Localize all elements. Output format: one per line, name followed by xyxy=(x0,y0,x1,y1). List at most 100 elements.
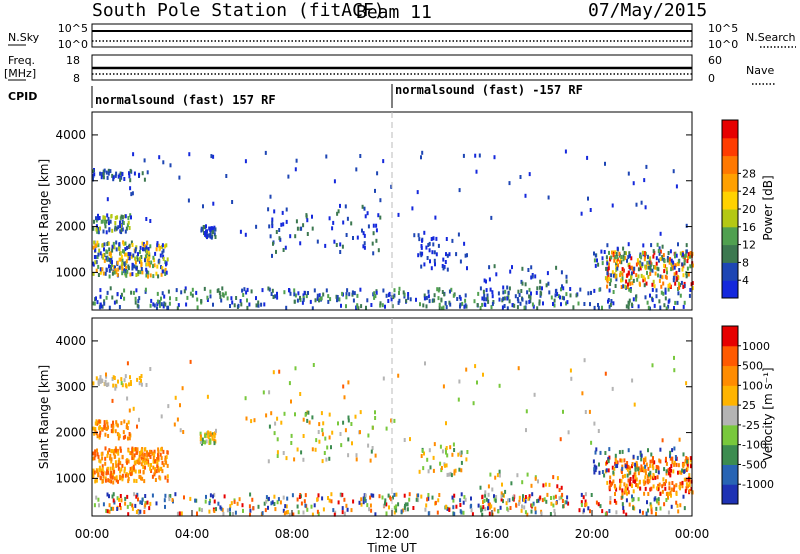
power-echo xyxy=(144,287,147,292)
velocity-echo xyxy=(661,489,664,494)
nsearch-label: N.Search xyxy=(746,31,796,44)
power-echo xyxy=(108,305,111,310)
power-echo xyxy=(626,285,629,290)
cpid-segment-1: normalsound (fast) 157 RF xyxy=(95,93,276,107)
power-echo xyxy=(107,168,110,173)
power-echo xyxy=(420,264,423,269)
power-echo xyxy=(128,174,131,179)
power-echo xyxy=(490,305,493,310)
velocity-echo xyxy=(667,510,670,515)
power-echo xyxy=(553,303,556,308)
power-echo xyxy=(116,215,119,220)
power-echo xyxy=(146,247,149,252)
power-echo xyxy=(363,241,366,246)
velocity-echo xyxy=(149,466,152,471)
velocity-colorbar-label: Velocity [m s⁻¹] xyxy=(761,367,775,460)
power-echo xyxy=(441,264,444,268)
velocity-echo xyxy=(164,458,167,463)
power-echo xyxy=(164,267,167,272)
power-echo xyxy=(390,184,393,189)
velocity-echo xyxy=(137,497,139,502)
power-echo xyxy=(118,242,121,247)
nave-tick-low: 0 xyxy=(708,72,715,85)
velocity-echo xyxy=(127,448,130,453)
velocity-echo xyxy=(114,429,117,434)
velocity-echo xyxy=(385,426,388,431)
velocity-echo xyxy=(593,421,596,426)
velocity-echo xyxy=(128,408,131,413)
power-echo xyxy=(108,268,111,273)
velocity-echo xyxy=(299,392,302,396)
velocity-echo xyxy=(582,508,585,513)
velocity-echo xyxy=(263,501,266,506)
power-echo xyxy=(118,305,121,309)
power-echo xyxy=(211,230,214,234)
power-echo xyxy=(372,231,375,236)
power-echo xyxy=(239,229,242,234)
velocity-echo xyxy=(118,457,121,462)
power-echo xyxy=(116,260,119,265)
velocity-echo xyxy=(112,383,115,388)
velocity-echo xyxy=(636,484,639,489)
power-echo xyxy=(305,294,308,299)
power-echo xyxy=(143,243,146,248)
velocity-echo xyxy=(121,477,124,482)
power-echo xyxy=(682,284,685,289)
power-echo xyxy=(339,203,341,208)
power-echo xyxy=(640,200,643,205)
power-echo xyxy=(175,297,178,301)
velocity-echo xyxy=(446,506,449,511)
velocity-echo xyxy=(142,453,145,458)
velocity-echo xyxy=(505,501,508,506)
velocity-echo xyxy=(464,497,467,502)
velocity-echo xyxy=(597,429,600,433)
power-echo xyxy=(161,269,164,274)
velocity-echo xyxy=(111,377,114,381)
velocity-echo xyxy=(599,504,602,509)
velocity-echo xyxy=(98,465,101,470)
velocity-echo xyxy=(639,450,642,455)
velocity-echo xyxy=(308,420,311,425)
power-echo xyxy=(580,211,583,216)
velocity-echo xyxy=(530,503,533,508)
velocity-echo xyxy=(623,458,626,463)
power-echo xyxy=(425,295,428,300)
velocity-echo xyxy=(306,418,309,423)
velocity-echo xyxy=(315,438,318,443)
velocity-echo xyxy=(280,420,283,425)
power-echo xyxy=(667,251,670,255)
power-echo xyxy=(375,223,378,228)
power-echo xyxy=(663,269,666,274)
velocity-echo xyxy=(131,447,134,452)
velocity-echo xyxy=(109,473,112,478)
velocity-echo xyxy=(426,457,429,462)
power-echo xyxy=(147,247,150,251)
power-echo xyxy=(120,214,123,219)
power-echo xyxy=(114,215,117,220)
velocity-echo xyxy=(294,366,297,371)
velocity-echo xyxy=(658,458,661,463)
power-echo xyxy=(678,285,681,290)
power-echo xyxy=(675,276,678,281)
power-echo xyxy=(164,302,167,307)
velocity-echo xyxy=(302,457,305,462)
velocity-echo xyxy=(670,464,673,469)
power-echo xyxy=(484,302,487,307)
power-echo xyxy=(548,290,551,295)
power-echo xyxy=(427,289,430,294)
velocity-echo xyxy=(140,382,143,387)
power-echo xyxy=(632,297,635,302)
velocity-echo xyxy=(438,493,441,497)
power-echo xyxy=(363,245,366,250)
power-echo xyxy=(555,288,558,293)
velocity-echo xyxy=(623,490,626,495)
power-echo xyxy=(140,255,143,259)
power-echo xyxy=(99,270,102,275)
power-echo xyxy=(302,223,305,228)
velocity-echo xyxy=(282,495,285,500)
power-echo xyxy=(488,277,491,282)
power-echo xyxy=(187,198,190,203)
velocity-echo xyxy=(669,473,672,478)
power-echo xyxy=(572,305,575,310)
velocity-echo xyxy=(614,457,617,462)
